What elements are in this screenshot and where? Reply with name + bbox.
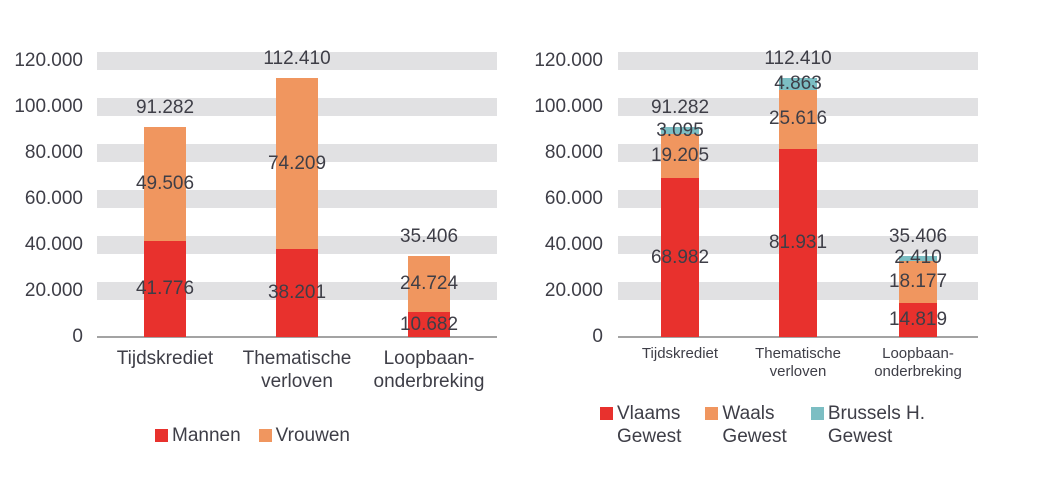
legend-label: Vrouwen [276, 424, 350, 447]
bar-segment [276, 249, 318, 337]
legend-label-line: Gewest [827, 426, 893, 447]
legend-label: Mannen [172, 424, 241, 447]
bar-segment [899, 255, 937, 262]
gridline-band [97, 52, 497, 70]
legend-label-line: Gewest [617, 426, 682, 447]
bar-segment [144, 127, 186, 241]
legend-label: Vlaams Gewest [617, 402, 681, 448]
bar-segment [899, 302, 937, 337]
x-axis-line [97, 336, 497, 338]
segment-value-label: 49.506 [135, 172, 195, 194]
y-axis-tick-label: 40.000 [24, 234, 83, 255]
chart-legend: Mannen Vrouwen [155, 424, 350, 447]
y-axis-tick-label: 100.000 [534, 96, 603, 117]
y-axis-tick-label: 100.000 [14, 96, 83, 117]
total-value-label: 35.406 [399, 225, 459, 247]
legend-label-line: Mannen [172, 425, 241, 446]
bar-segment [779, 78, 817, 90]
category-label-line: Tijdskrediet [116, 348, 214, 369]
legend-label-line: Waals [722, 403, 775, 424]
y-axis-tick-label: 80.000 [544, 142, 603, 163]
legend-label-line: Brussels H. [827, 403, 925, 424]
y-axis-tick-label: 120.000 [14, 50, 83, 71]
segment-value-label: 3.095 [656, 119, 704, 141]
bar-segment [144, 240, 186, 337]
legend-item: Brussels H. Gewest [810, 402, 925, 448]
segment-value-label: 68.982 [650, 246, 710, 268]
legend-swatch [155, 429, 168, 442]
segment-value-label: 2.410 [894, 247, 942, 269]
bar-segment [408, 312, 450, 337]
category-label: Thematische verloven [723, 345, 873, 381]
bar-segment [661, 134, 699, 179]
segment-value-label: 81.931 [768, 231, 828, 253]
y-axis-tick-label: 80.000 [24, 142, 83, 163]
category-label-line: Tijdskrediet [641, 345, 719, 362]
segment-value-label: 19.205 [650, 145, 710, 167]
category-label-line: Thematische [755, 345, 841, 362]
category-label-line: Loopbaan- [383, 348, 475, 369]
category-label-line: onderbreking [373, 371, 485, 392]
chart-legend: Vlaams Gewest Waals Gewest Brussels H. Gewest [600, 402, 925, 448]
category-label-line: onderbreking [874, 363, 962, 380]
segment-value-label: 10.682 [399, 313, 459, 335]
bar-segment [408, 255, 450, 313]
category-label: Loopbaan-onderbreking [843, 345, 993, 381]
legend-item: Waals Gewest [705, 402, 787, 448]
segment-value-label: 41.776 [135, 277, 195, 299]
category-label: Tijdskrediet [80, 347, 250, 370]
legend-label-line: Vlaams [617, 403, 681, 424]
y-axis-tick-label: 20.000 [24, 280, 83, 301]
y-axis-tick-label: 60.000 [544, 188, 603, 209]
legend-label-line: Gewest [722, 426, 787, 447]
total-value-label: 112.410 [263, 48, 331, 70]
category-label-line: verloven [769, 363, 827, 380]
segment-value-label: 74.209 [267, 152, 327, 174]
y-axis-tick-label: 0 [592, 326, 603, 347]
category-label-line: verloven [261, 371, 333, 392]
legend-label: Waals Gewest [722, 402, 786, 448]
segment-value-label: 24.724 [399, 272, 459, 294]
total-value-label: 35.406 [888, 225, 948, 247]
y-axis-tick-label: 40.000 [544, 234, 603, 255]
y-axis-tick-label: 120.000 [534, 50, 603, 71]
bar-segment [661, 127, 699, 135]
legend-item: Vrouwen [258, 424, 350, 447]
gridline-band [618, 52, 978, 70]
bar-segment [779, 148, 817, 337]
category-label: Thematische verloven [212, 347, 382, 393]
category-label-line: Thematische [242, 348, 352, 369]
legend-swatch [705, 407, 719, 420]
legend-item: Vlaams Gewest [600, 402, 681, 448]
y-axis-tick-label: 60.000 [24, 188, 83, 209]
total-value-label: 112.410 [764, 48, 832, 70]
legend-label: Brussels H. Gewest [828, 402, 925, 448]
legend-item: Mannen [155, 424, 241, 447]
y-axis-tick-label: 0 [72, 326, 83, 347]
segment-value-label: 25.616 [768, 108, 828, 130]
bar-segment [779, 89, 817, 149]
bar-segment [899, 261, 937, 303]
total-value-label: 91.282 [650, 97, 710, 119]
category-label: Tijdskrediet [605, 345, 755, 363]
total-value-label: 91.282 [135, 97, 195, 119]
x-axis-line [618, 336, 978, 338]
y-axis-tick-label: 20.000 [544, 280, 603, 301]
segment-value-label: 18.177 [888, 271, 948, 292]
legend-swatch [258, 429, 272, 442]
segment-value-label: 4.863 [774, 73, 822, 95]
legend-swatch [810, 407, 824, 420]
segment-value-label: 38.201 [267, 282, 327, 304]
legend-label-line: Vrouwen [275, 425, 350, 446]
bar-segment [276, 78, 318, 250]
category-label: Loopbaan-onderbreking [344, 347, 514, 393]
segment-value-label: 14.819 [888, 308, 948, 330]
category-label-line: Loopbaan- [882, 345, 954, 362]
bar-segment [661, 178, 699, 337]
legend-swatch [600, 407, 613, 420]
